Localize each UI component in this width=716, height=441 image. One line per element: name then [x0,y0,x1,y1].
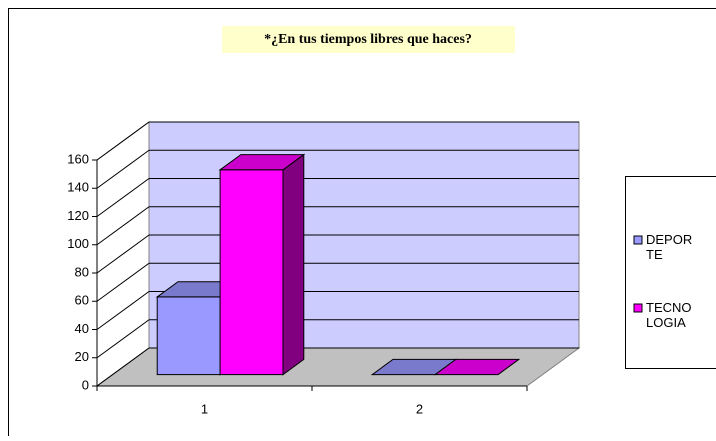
legend-swatch [634,304,642,312]
y-tick-label: 20 [75,349,89,364]
y-tick-label: 40 [75,321,89,336]
x-tick-label: 2 [416,401,423,416]
x-tick-label: 1 [201,401,208,416]
legend-entry: DEPORTE [646,232,706,272]
legend-label: TECNOLOGIA [646,300,694,330]
legend-swatch [634,236,642,244]
y-tick-label: 120 [67,208,89,223]
y-tick-label: 100 [67,236,89,251]
bar [220,170,283,375]
chart-title: *¿En tus tiempos libres que haces? [264,32,472,47]
y-tick-label: 140 [67,180,89,195]
legend-entry: TECNOLOGIA [646,300,706,340]
y-tick-label: 0 [82,377,89,392]
bar-side [283,155,304,375]
y-tick-label: 60 [75,293,89,308]
bar [157,297,220,375]
legend-label: DEPORTE [646,232,694,262]
y-tick-label: 80 [75,264,89,279]
y-tick-label: 160 [67,151,89,166]
